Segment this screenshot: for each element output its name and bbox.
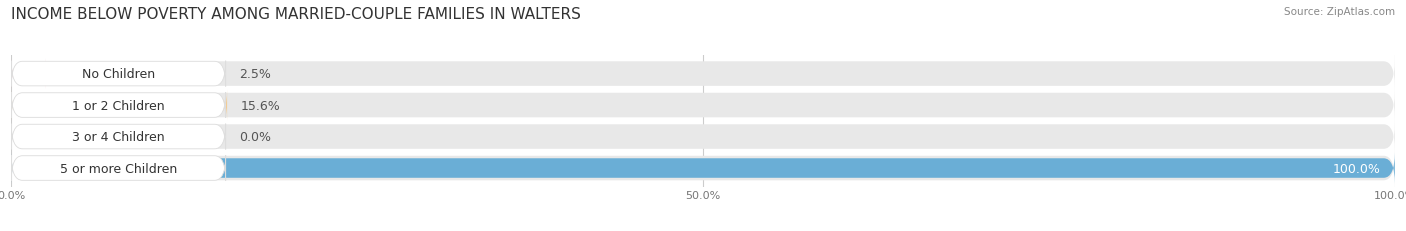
Text: 15.6%: 15.6%: [240, 99, 281, 112]
FancyBboxPatch shape: [11, 124, 1395, 150]
Text: 0.0%: 0.0%: [239, 131, 271, 143]
FancyBboxPatch shape: [11, 153, 1395, 184]
Text: Source: ZipAtlas.com: Source: ZipAtlas.com: [1284, 7, 1395, 17]
FancyBboxPatch shape: [11, 61, 226, 87]
FancyBboxPatch shape: [11, 155, 226, 181]
Text: 2.5%: 2.5%: [239, 68, 271, 81]
FancyBboxPatch shape: [11, 59, 46, 90]
Text: INCOME BELOW POVERTY AMONG MARRIED-COUPLE FAMILIES IN WALTERS: INCOME BELOW POVERTY AMONG MARRIED-COUPL…: [11, 7, 581, 22]
FancyBboxPatch shape: [11, 124, 226, 150]
FancyBboxPatch shape: [11, 93, 1395, 119]
Text: 1 or 2 Children: 1 or 2 Children: [72, 99, 165, 112]
FancyBboxPatch shape: [11, 90, 228, 121]
Text: 100.0%: 100.0%: [1333, 162, 1381, 175]
FancyBboxPatch shape: [11, 155, 1395, 181]
Text: 5 or more Children: 5 or more Children: [60, 162, 177, 175]
FancyBboxPatch shape: [11, 93, 226, 119]
Text: No Children: No Children: [82, 68, 155, 81]
Text: 3 or 4 Children: 3 or 4 Children: [72, 131, 165, 143]
FancyBboxPatch shape: [11, 61, 1395, 87]
